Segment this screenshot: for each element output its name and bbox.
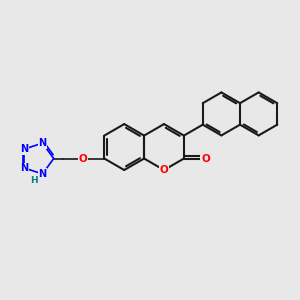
Text: O: O — [79, 154, 88, 164]
Text: N: N — [38, 169, 46, 179]
Text: O: O — [201, 154, 210, 164]
Text: O: O — [160, 165, 168, 175]
Text: H: H — [30, 176, 38, 185]
Text: N: N — [20, 144, 28, 154]
Text: N: N — [20, 163, 28, 173]
Text: N: N — [38, 138, 46, 148]
